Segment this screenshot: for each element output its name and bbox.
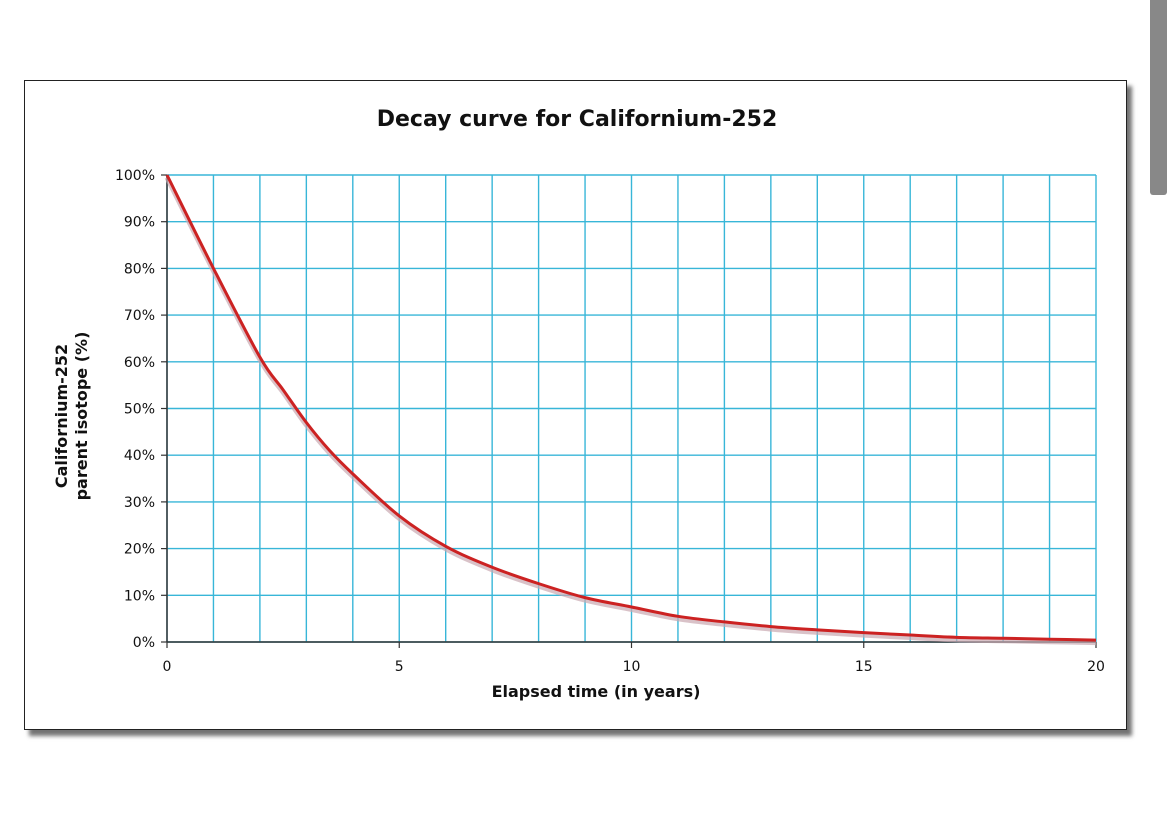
series-group bbox=[164, 174, 1097, 646]
chart-title: Decay curve for Californium-252 bbox=[377, 107, 778, 132]
y-tick-label: 50% bbox=[124, 402, 155, 418]
x-tick-label: 0 bbox=[163, 659, 172, 675]
y-tick-label: 90% bbox=[124, 215, 155, 231]
y-tick-label: 10% bbox=[124, 588, 155, 604]
x-axis-label: Elapsed time (in years) bbox=[492, 682, 701, 701]
scrollbar-thumb[interactable] bbox=[1150, 0, 1167, 195]
y-tick-label: 30% bbox=[124, 495, 155, 511]
x-axis-ticks: 0 5 10 15 20 bbox=[163, 642, 1105, 675]
y-tick-label: 40% bbox=[124, 448, 155, 464]
chart-card: Decay curve for Californium-252 0% 10% 20%… bbox=[24, 80, 1127, 730]
y-tick-label: 100% bbox=[115, 168, 155, 184]
x-tick-label: 10 bbox=[623, 659, 641, 675]
y-axis-label-line-1: Californium-252 bbox=[52, 344, 71, 488]
y-tick-label: 20% bbox=[124, 542, 155, 558]
y-tick-label: 70% bbox=[124, 308, 155, 324]
y-tick-label: 0% bbox=[133, 635, 155, 651]
grid bbox=[166, 174, 1097, 643]
x-tick-label: 20 bbox=[1087, 659, 1105, 675]
chart-svg: Decay curve for Californium-252 0% 10% 20%… bbox=[52, 107, 1105, 701]
y-axis-label-line-2: parent isotope (%) bbox=[72, 332, 91, 501]
x-tick-label: 15 bbox=[855, 659, 873, 675]
y-axis-ticks: 0% 10% 20% 30% 40% 50% 60% 70% 80% 90% 100% bbox=[115, 168, 167, 651]
y-tick-label: 80% bbox=[124, 261, 155, 277]
x-tick-label: 5 bbox=[395, 659, 404, 675]
y-tick-label: 60% bbox=[124, 355, 155, 371]
series-line-californium-252 bbox=[165, 174, 1097, 642]
